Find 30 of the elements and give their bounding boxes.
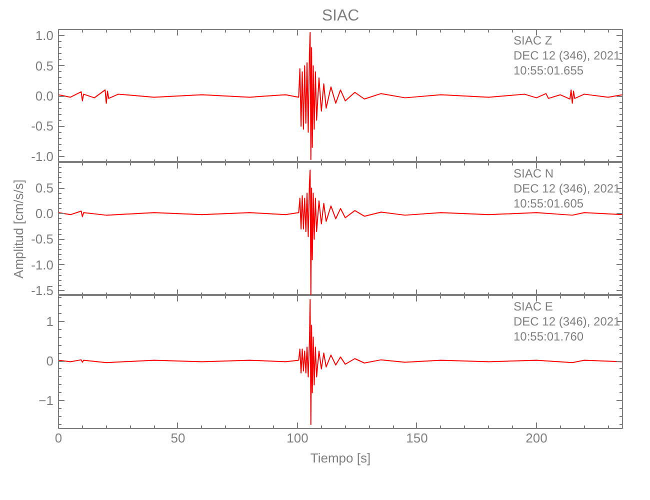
y-tick-label: 0.5 [35,180,54,196]
line-series [58,298,622,426]
y-tick-label: 0 [46,354,54,369]
annotation: 10:55:01.605 [514,196,584,210]
x-tick-label: 200 [526,430,548,446]
annotation: SIAC Z [514,34,552,48]
y-tick-label: -0.5 [31,118,54,134]
y-axis-title: Amplitud [cm/s/s] [11,180,26,278]
chart-title: SIAC [322,8,360,24]
y-tick-label: 0.0 [35,206,54,222]
y-tick-label: 0.5 [35,58,54,74]
annotation: DEC 12 (346), 2021 [514,48,621,62]
annotation: 10:55:01.760 [514,330,584,344]
annotation: SIAC E [514,300,553,314]
y-tick-label: -1.5 [31,282,54,298]
x-tick-label: 150 [406,430,428,446]
annotation: 10:55:01.655 [514,64,584,78]
y-tick-label: -1.0 [31,148,54,164]
y-tick-label: 1.0 [35,28,54,44]
y-tick-label: 1 [46,314,54,329]
y-tick-label: −1 [38,393,54,408]
x-tick-label: 50 [170,430,186,446]
x-axis-title: Tiempo [s] [310,450,371,466]
annotation: DEC 12 (346), 2021 [514,314,621,328]
annotation: SIAC N [514,166,554,180]
x-tick-label: 100 [286,430,308,446]
y-tick-label: 0.0 [35,88,54,104]
annotation: DEC 12 (346), 2021 [514,182,621,196]
y-tick-label: -0.5 [31,232,54,247]
y-tick-label: -1.0 [31,257,54,272]
